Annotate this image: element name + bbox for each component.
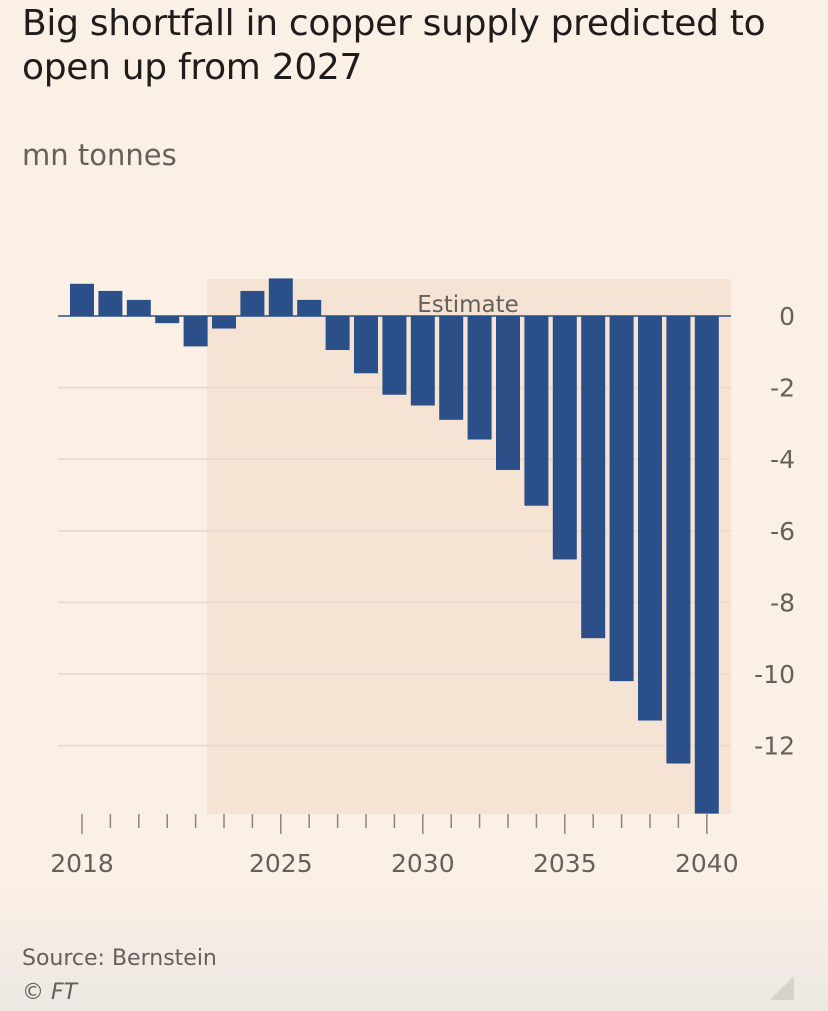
chart-subtitle: mn tonnes [22, 138, 177, 172]
bar-2028 [354, 316, 378, 374]
bar-2023 [212, 316, 236, 329]
bar-2039 [666, 316, 691, 764]
x-tick-label: 2025 [249, 849, 313, 878]
bar-2026 [297, 299, 322, 316]
bar-2030 [410, 316, 435, 406]
bar-2040 [694, 316, 719, 814]
bar-2025 [268, 278, 293, 316]
y-tick-label: -6 [770, 517, 795, 546]
source-note: Source: Bernstein [22, 946, 217, 971]
y-tick-label: -8 [770, 588, 795, 617]
x-tick-label: 2018 [50, 849, 114, 878]
bar-2031 [439, 316, 464, 420]
bar-2033 [496, 316, 520, 470]
y-tick-label: -4 [770, 445, 795, 474]
x-tick-label: 2035 [533, 849, 597, 878]
bar-2029 [382, 316, 407, 395]
bar-2034 [524, 316, 549, 506]
bar-2027 [325, 316, 350, 351]
y-tick-label: -10 [754, 660, 795, 689]
bar-2018 [70, 283, 94, 316]
bar-chart: Estimate 0 -2 -4 -6 -8 -10 -12 2018 2025 2030 2035 2… [50, 278, 795, 878]
y-tick-label: -2 [770, 374, 795, 403]
estimate-label: Estimate [417, 292, 519, 318]
bar-2024 [240, 290, 265, 316]
resize-handle-icon [770, 976, 794, 1000]
chart-title: Big shortfall in copper supply predicted… [22, 3, 766, 88]
bar-2037 [609, 316, 634, 682]
footer-background [0, 880, 828, 1011]
bar-2038 [638, 316, 662, 721]
bar-2020 [126, 299, 151, 316]
copyright-note: © FT [22, 980, 78, 1005]
y-tick-label: -12 [754, 732, 795, 761]
x-tick-label: 2040 [675, 849, 739, 878]
y-tick-label: 0 [779, 302, 795, 331]
bar-2036 [581, 316, 606, 639]
x-tick-label: 2030 [391, 849, 455, 878]
bar-2035 [552, 316, 577, 560]
bar-2019 [98, 290, 123, 316]
bar-2022 [183, 316, 208, 347]
bar-2021 [155, 316, 180, 324]
bar-2032 [467, 316, 492, 440]
